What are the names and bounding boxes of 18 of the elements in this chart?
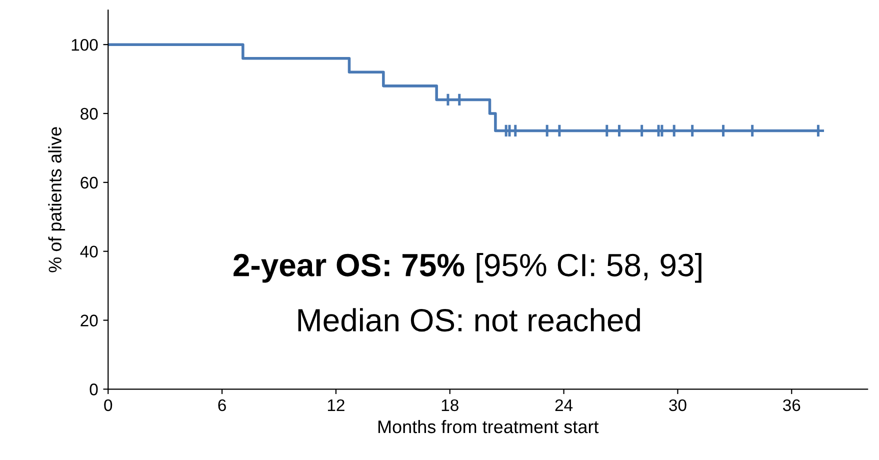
x-tick-label: 0 [104, 399, 112, 412]
y-tick-label: 100 [72, 38, 98, 51]
y-tick-label: 20 [80, 314, 98, 326]
y-tick-label: 0 [90, 384, 98, 396]
x-tick-label: 24 [555, 399, 573, 411]
x-axis-title: Months from treatment start [378, 420, 599, 434]
y-tick-label: 80 [80, 108, 98, 120]
annotation: 2-year OS: 75% [234, 254, 464, 283]
x-tick-label: 6 [218, 399, 226, 412]
annotation: [95% CI: 58, 93] [476, 252, 702, 283]
x-tick-label: 18 [442, 399, 458, 412]
y-tick-label: 60 [80, 176, 98, 189]
x-tick-label: 36 [782, 399, 800, 412]
x-tick-label: 12 [328, 399, 344, 411]
annotation: Median OS: not reached [298, 308, 640, 332]
x-tick-label: 30 [669, 399, 686, 412]
y-tick-label: 40 [80, 246, 98, 258]
y-axis-title: % of patients alive [48, 127, 66, 272]
